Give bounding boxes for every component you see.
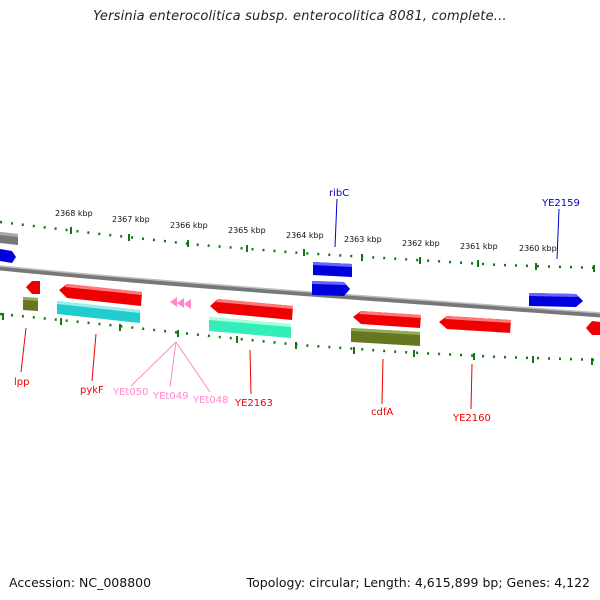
gene-label-ribC[interactable]: ribC [329, 188, 349, 199]
gene-label-yet050[interactable]: YEt050 [112, 387, 148, 398]
gene-label-lpp[interactable]: lpp [14, 377, 29, 388]
label-leaders [20, 198, 560, 410]
ruler-label: 2362 kbp [402, 239, 440, 248]
ruler-label: 2361 kbp [460, 242, 498, 251]
trna-arrow[interactable] [177, 298, 184, 308]
map-title: Yersinia enterocolitica subsp. enterocol… [93, 9, 507, 24]
trna-arrow[interactable] [170, 297, 177, 307]
ruler-label: 2368 kbp [55, 209, 93, 218]
lower-ruler-line [0, 312, 600, 362]
upper-ruler-ticks [70, 227, 595, 272]
gene-arrow[interactable] [59, 284, 142, 306]
accession-label: Accession: NC_008800 [9, 575, 152, 590]
gene-label-yet049[interactable]: YEt049 [152, 391, 188, 402]
genome-backbone [0, 265, 600, 318]
ruler-label: 2364 kbp [286, 231, 324, 240]
gene-label-ye2163[interactable]: YE2163 [234, 398, 273, 409]
gene-label-yet048[interactable]: YEt048 [192, 395, 228, 406]
trna-arrow[interactable] [184, 299, 191, 309]
ruler-label: 2366 kbp [170, 221, 208, 230]
gene-labels: ribC YE2159 lpp pykF YEt050 YEt049 YEt04… [14, 188, 580, 424]
upper-ruler-line [0, 220, 600, 270]
gene-label-pykF[interactable]: pykF [80, 385, 104, 396]
gene-label-cdfA[interactable]: cdfA [371, 407, 393, 418]
ruler-label: 2363 kbp [344, 235, 382, 244]
lower-ruler-ticks [2, 313, 593, 365]
gene-label-ye2159[interactable]: YE2159 [541, 198, 580, 209]
ruler-label: 2367 kbp [112, 215, 150, 224]
gene-label-ye2160[interactable]: YE2160 [452, 413, 491, 424]
gene-arrow[interactable] [26, 281, 40, 294]
topology-summary: Topology: circular; Length: 4,615,899 bp… [246, 575, 590, 590]
gene-arrow[interactable] [0, 249, 16, 263]
gene-arrow[interactable] [57, 301, 140, 323]
ruler-label: 2365 kbp [228, 226, 266, 235]
reverse-genes [23, 281, 600, 346]
gene-arrow[interactable] [586, 321, 600, 335]
ruler-label: 2360 kbp [519, 244, 557, 253]
ruler-labels: 2368 kbp 2367 kbp 2366 kbp 2365 kbp 2364… [55, 209, 557, 253]
forward-genes [0, 232, 583, 307]
